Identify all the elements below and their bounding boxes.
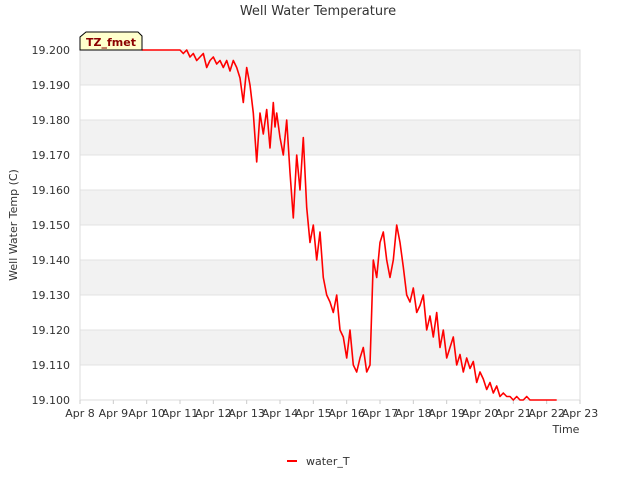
x-tick-label: Apr 23 (562, 407, 599, 420)
badge-text: TZ_fmet (86, 36, 136, 49)
plot-band (80, 260, 580, 295)
y-tick-label: 19.130 (32, 289, 71, 302)
x-tick-label: Apr 10 (128, 407, 165, 420)
y-tick-labels: 19.100 19.110 19.120 19.130 19.140 19.150 19.1… (32, 44, 71, 407)
plot-bands (80, 50, 580, 365)
y-tick-label: 19.170 (32, 149, 71, 162)
y-tick-label: 19.180 (32, 114, 71, 127)
x-tick-label: Apr 21 (495, 407, 532, 420)
x-tick-label: Apr 16 (328, 407, 365, 420)
y-tick-label: 19.110 (32, 359, 71, 372)
y-tick-label: 19.120 (32, 324, 71, 337)
plot-band (80, 330, 580, 365)
y-tick-label: 19.100 (32, 394, 71, 407)
plot-band (80, 190, 580, 225)
y-tick-label: 19.200 (32, 44, 71, 57)
legend-label: water_T (306, 455, 350, 468)
series-line-water_T (141, 49, 557, 401)
plot-band (80, 50, 580, 85)
x-tick-label: Apr 9 (99, 407, 129, 420)
plot-band (80, 120, 580, 155)
legend: water_T (287, 455, 350, 468)
x-axis-title: Time (552, 423, 580, 436)
x-tick-label: Apr 8 (65, 407, 95, 420)
x-tick-label: Apr 19 (428, 407, 465, 420)
series-layer (141, 49, 557, 401)
source-badge: TZ_fmet (79, 31, 143, 51)
x-tick-label: Apr 12 (195, 407, 232, 420)
y-tick-label: 19.140 (32, 254, 71, 267)
x-tick-label: Apr 18 (395, 407, 432, 420)
x-tick-label: Apr 17 (362, 407, 399, 420)
y-tick-label: 19.160 (32, 184, 71, 197)
y-tick-label: 19.150 (32, 219, 71, 232)
x-tick-label: Apr 13 (228, 407, 265, 420)
x-tick-label: Apr 15 (295, 407, 332, 420)
chart-title: Well Water Temperature (240, 4, 396, 19)
y-axis-title: Well Water Temp (C) (7, 169, 20, 281)
x-tick-label: Apr 11 (162, 407, 199, 420)
badge-box (79, 31, 143, 51)
y-tick-label: 19.190 (32, 79, 71, 92)
plot-frame (79, 49, 581, 401)
x-tick-label: Apr 14 (262, 407, 299, 420)
x-tick-label: Apr 20 (462, 407, 499, 420)
x-tick-label: Apr 22 (528, 407, 565, 420)
